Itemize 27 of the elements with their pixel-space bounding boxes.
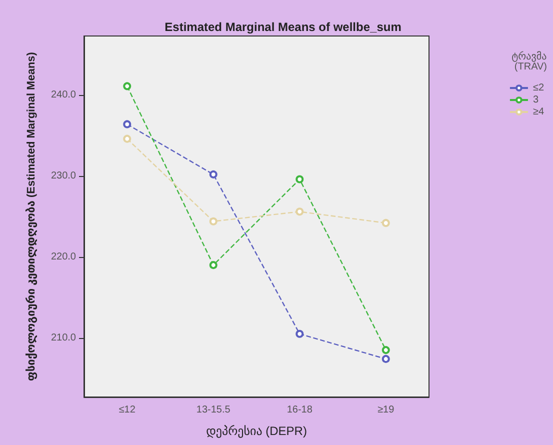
x-tick-label: ≤12 [118, 404, 136, 416]
point [296, 175, 304, 184]
point [123, 134, 132, 143]
y-tick-label: 210.0 [50, 332, 76, 344]
point [296, 208, 304, 216]
point [209, 217, 218, 226]
point [209, 170, 218, 178]
point [382, 354, 390, 363]
x-tick-label: 16-18 [286, 404, 313, 416]
point [123, 120, 132, 128]
legend-label: ≥4 [532, 106, 544, 118]
legend-label: ≤2 [532, 82, 544, 94]
legend-title: ტრავმა (TRAV) [512, 50, 548, 72]
point [382, 346, 390, 354]
x-tick-label: 13-15.5 [196, 404, 231, 416]
y-tick-label: 220.0 [50, 251, 76, 262]
point [382, 218, 390, 227]
point [123, 82, 132, 90]
x-tick-label: ≥19 [378, 404, 395, 416]
y-tick-label: 240.0 [50, 90, 76, 101]
x-axis-title: დეპრესია (DEPR) [206, 424, 307, 438]
y-axis-title: ფსიქოლოგიური კეთილდღეობა (Estimated Marginal Means) [24, 52, 38, 381]
legend-label: 3 [532, 94, 539, 106]
y-tick-label: 230.0 [50, 170, 76, 182]
point [209, 261, 218, 270]
chart-title: Estimated Marginal Means of wellbe_sum [164, 20, 402, 34]
point [296, 330, 304, 338]
